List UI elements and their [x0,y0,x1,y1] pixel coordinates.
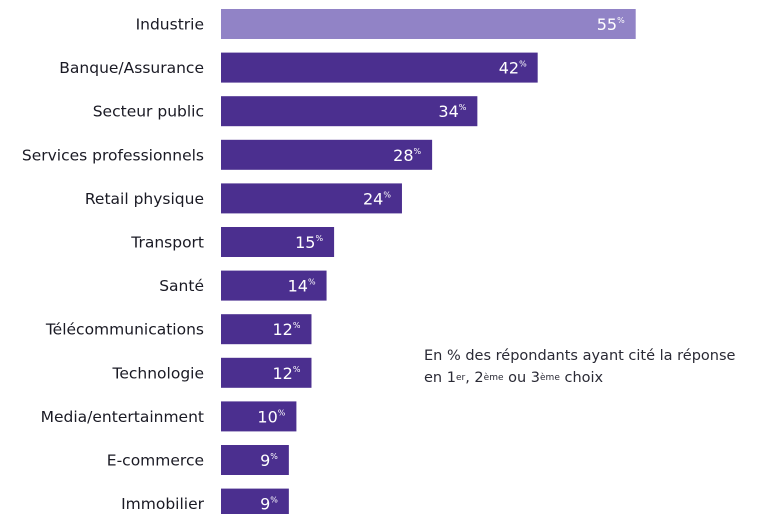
value-label-secteur-public: 34% [438,102,466,121]
category-label-sante: Santé [159,277,204,295]
value-label-sante: 14% [288,277,316,296]
note-sup-2: ème [483,373,504,383]
category-label-secteur-public: Secteur public [93,103,204,121]
note-sup-3: ème [540,373,560,383]
bar-group-sante: Santé 14% [159,270,327,301]
bar-industrie [221,9,636,39]
bar-group-services-professionnels: Services professionnels 28% [22,139,433,170]
note-suffix: choix [559,370,604,386]
bar-sante [221,270,327,301]
value-label-services-professionnels: 28% [393,146,421,165]
bar-group-retail-physique: Retail physique 24% [85,183,402,214]
bar-telecommunications [221,314,312,345]
bar-group-immobilier: Immobilier 9% [121,488,289,514]
value-label-media-entertainment: 10% [257,407,285,426]
category-label-retail-physique: Retail physique [85,190,204,208]
category-label-services-professionnels: Services professionnels [22,146,204,164]
bar-group-secteur-public: Secteur public 34% [93,96,478,127]
bar-retail-physique [221,183,402,214]
note-prefix: en 1 [424,370,456,386]
note-sup-1: er [455,373,466,383]
note-line-1: En % des répondants ayant cité la répons… [424,348,736,364]
bar-transport [221,227,335,257]
value-label-retail-physique: 24% [363,189,391,208]
value-label-e-commerce: 9% [260,451,278,470]
bar-group-telecommunications: Télécommunications 12% [45,314,312,345]
bar-services-professionnels [221,139,433,170]
bar-banque-assurance [221,52,538,83]
note-mid: , 2 [465,370,484,386]
value-label-banque-assurance: 42% [499,59,527,78]
bar-group-transport: Transport 15% [130,227,335,257]
value-label-technologie: 12% [273,364,301,383]
bar-immobilier [221,488,289,514]
category-label-media-entertainment: Media/entertainment [41,408,204,426]
bar-technologie [221,357,312,388]
bar-group-e-commerce: E-commerce 9% [107,445,289,475]
category-label-e-commerce: E-commerce [107,452,204,470]
bar-e-commerce [221,445,289,475]
category-label-transport: Transport [130,234,204,252]
bar-group-technologie: Technologie 12% [112,357,312,388]
category-label-industrie: Industrie [136,16,204,34]
category-label-technologie: Technologie [112,364,205,382]
value-label-transport: 15% [295,233,323,252]
note-mid-2: ou 3 [503,370,541,386]
bar-group-media-entertainment: Media/entertainment 10% [41,401,297,432]
note-line-2: en 1er, 2ème ou 3ème choix [424,367,776,389]
category-label-telecommunications: Télécommunications [45,321,204,339]
bar-secteur-public [221,96,478,127]
bar-group-banque-assurance: Banque/Assurance 42% [59,52,538,83]
bar-group-industrie: Industrie 55% [136,9,636,39]
value-label-industrie: 55% [597,15,625,34]
value-label-telecommunications: 12% [273,320,301,339]
bar-media-entertainment [221,401,297,432]
chart-note: En % des répondants ayant cité la répons… [424,345,776,389]
category-label-immobilier: Immobilier [121,495,205,513]
category-label-banque-assurance: Banque/Assurance [59,59,204,77]
value-label-immobilier: 9% [260,495,278,514]
